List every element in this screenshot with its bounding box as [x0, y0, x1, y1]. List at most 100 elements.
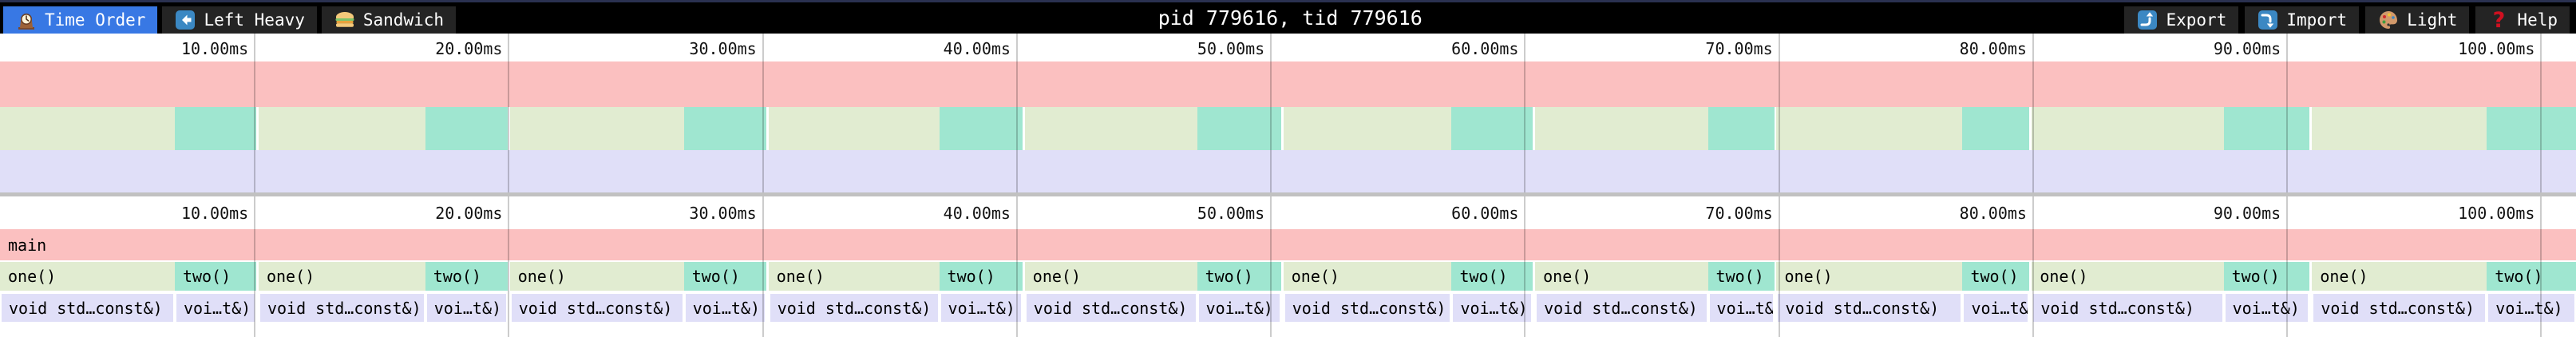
button-theme[interactable]: Light — [2365, 6, 2470, 34]
frame-label: two() — [182, 267, 231, 286]
tick-label: 70.00ms — [1705, 39, 1773, 58]
minimap-two-segment — [1707, 107, 1775, 150]
frame-one[interactable]: one() — [768, 262, 940, 291]
frame-label: void std…const&) — [267, 298, 421, 318]
frame-label: main — [8, 235, 47, 255]
frame-two-child[interactable]: voi…t&) — [1709, 294, 1773, 322]
minimap-two-segment — [683, 107, 766, 150]
frame-label: voi…t&) — [183, 298, 251, 318]
minimap-two-segment — [939, 107, 1023, 150]
frame-one[interactable]: one() — [2032, 262, 2224, 291]
frame-label: two() — [2495, 267, 2543, 286]
frame-label: voi…t&) — [1460, 298, 1528, 318]
frame-main[interactable]: main — [0, 229, 2576, 260]
frame-label: two() — [1205, 267, 1253, 286]
frame-two-child[interactable]: voi…t&) — [1453, 294, 1531, 322]
tick-label: 50.00ms — [1197, 39, 1265, 58]
frame-two[interactable]: two() — [2487, 262, 2576, 291]
frame-one-child[interactable]: void std…const&) — [259, 294, 424, 322]
tick-label: 20.00ms — [435, 39, 503, 58]
frame-one[interactable]: one() — [0, 262, 175, 291]
frame-one[interactable]: one() — [1776, 262, 1963, 291]
frame-two[interactable]: two() — [174, 262, 256, 291]
frame-one[interactable]: one() — [1024, 262, 1197, 291]
button-help[interactable]: ? Help — [2475, 6, 2570, 34]
frame-two-child[interactable]: voi…t&) — [176, 294, 255, 322]
frame-two-child[interactable]: voi…t&) — [685, 294, 765, 322]
minimap-one-segment — [2312, 107, 2487, 150]
frame-one-child[interactable]: void std…const&) — [2033, 294, 2222, 322]
frame-one-child[interactable]: void std…const&) — [1778, 294, 1961, 322]
minimap-one-segment — [258, 107, 425, 150]
tab-sandwich-label: Sandwich — [362, 10, 445, 30]
button-export[interactable]: Export — [2124, 6, 2239, 34]
minimap[interactable]: 10.00ms 20.00ms 30.00ms 40.00ms 50.00ms 60.00… — [0, 34, 2576, 192]
frame-label: void std…const&) — [1292, 298, 1446, 318]
frame-one-child[interactable]: void std…const&) — [1537, 294, 1707, 322]
frame-two[interactable]: two() — [425, 262, 508, 291]
minimap-two-segment — [425, 107, 508, 150]
import-icon — [2257, 9, 2279, 31]
frame-two[interactable]: two() — [683, 262, 766, 291]
flamechart[interactable]: main one() two() one() two() one() two() one()… — [0, 196, 2576, 337]
frame-two-child[interactable]: voi…t&) — [1198, 294, 1280, 322]
frame-one-child[interactable]: void std…const&) — [770, 294, 938, 322]
tick-label: 30.00ms — [689, 39, 757, 58]
button-import-label: Import — [2286, 10, 2348, 30]
frame-two[interactable]: two() — [2223, 262, 2310, 291]
tick-label: 60.00ms — [1451, 39, 1519, 58]
frame-label: void std…const&) — [777, 298, 932, 318]
frame-one-child[interactable]: void std…const&) — [2, 294, 173, 322]
frame-one[interactable]: one() — [258, 262, 425, 291]
frame-row-depth1: one() two() one() two() one() two() one() two()… — [0, 262, 2576, 291]
frame-one[interactable]: one() — [2312, 262, 2487, 291]
button-import[interactable]: Import — [2245, 6, 2360, 34]
frame-label: two() — [2231, 267, 2280, 286]
frame-label: voi…t&) — [2232, 298, 2300, 318]
tab-sandwich[interactable]: Sandwich — [321, 6, 457, 34]
frame-one[interactable]: one() — [1535, 262, 1708, 291]
frame-one-child[interactable]: void std…const&) — [511, 294, 683, 322]
window-title: pid 779616, tid 779616 — [1157, 6, 1423, 30]
frame-two-child[interactable]: voi…t&) — [2488, 294, 2574, 322]
top-bar: Time Order Left Heavy Sandwich pid 779616,… — [0, 0, 2576, 34]
tab-left-heavy[interactable]: Left Heavy — [162, 6, 317, 34]
frame-label: one() — [1291, 267, 1339, 286]
frame-one-child[interactable]: void std…const&) — [1284, 294, 1450, 322]
palette-icon — [2377, 9, 2400, 31]
frame-two-child[interactable]: voi…t&) — [2225, 294, 2309, 322]
frame-two-child[interactable]: voi…t&) — [426, 294, 506, 322]
frame-label: voi…t&) — [692, 298, 760, 318]
frame-two[interactable]: two() — [1197, 262, 1281, 291]
frame-two[interactable]: two() — [939, 262, 1023, 291]
sandwich-icon — [334, 9, 356, 31]
minimap-one-segment — [509, 107, 684, 150]
frame-label: voi…t&) — [948, 298, 1015, 318]
tab-time-order-label: Time Order — [45, 10, 146, 30]
frame-label: void std…const&) — [1544, 298, 1698, 318]
frame-two-child[interactable]: voi…t&) — [940, 294, 1021, 322]
frame-label: void std…const&) — [1033, 298, 1188, 318]
frame-two[interactable]: two() — [1707, 262, 1775, 291]
tab-left-heavy-label: Left Heavy — [204, 10, 305, 30]
tab-time-order[interactable]: Time Order — [3, 6, 158, 34]
minimap-child-band — [0, 150, 2576, 192]
minimap-two-segment — [1197, 107, 1281, 150]
frame-one[interactable]: one() — [1283, 262, 1452, 291]
minimap-two-segment — [1451, 107, 1533, 150]
minimap-divider[interactable] — [0, 192, 2576, 196]
frame-label: voi…t&) — [433, 298, 502, 318]
minimap-two-segment — [1962, 107, 2030, 150]
frame-two-child[interactable]: voi…t&) — [1964, 294, 2028, 322]
frame-label: one() — [1032, 267, 1082, 286]
frame-one-child[interactable]: void std…const&) — [1026, 294, 1196, 322]
button-help-label: Help — [2517, 10, 2558, 30]
frame-one-child[interactable]: void std…const&) — [2313, 294, 2486, 322]
frame-label: one() — [1543, 267, 1592, 286]
minimap-one-segment — [1776, 107, 1963, 150]
frame-two[interactable]: two() — [1451, 262, 1533, 291]
frame-two[interactable]: two() — [1962, 262, 2030, 291]
help-icon: ? — [2492, 7, 2506, 33]
frame-one[interactable]: one() — [509, 262, 684, 291]
